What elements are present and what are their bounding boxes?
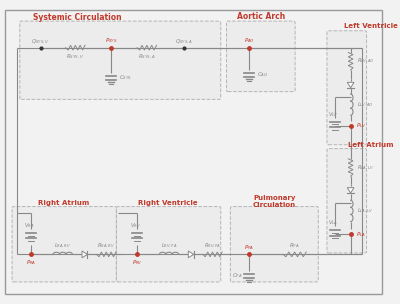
Text: $C_{PA}$: $C_{PA}$ (232, 271, 242, 280)
Text: $P_{LV}$: $P_{LV}$ (356, 122, 367, 130)
Text: Systemic Circulation: Systemic Circulation (33, 13, 122, 22)
FancyBboxPatch shape (327, 31, 366, 145)
Text: $P_{LA}$: $P_{LA}$ (356, 230, 366, 239)
FancyBboxPatch shape (12, 207, 116, 282)
Text: Right Atrium: Right Atrium (38, 200, 89, 206)
Text: Left Atrium: Left Atrium (348, 142, 394, 148)
Text: $Q_{SYS,A}$: $Q_{SYS,A}$ (174, 38, 192, 46)
Text: $L_{LA,LV}$: $L_{LA,LV}$ (358, 207, 374, 215)
Text: $C_{SYS}$: $C_{SYS}$ (119, 73, 132, 82)
Text: $R_{SYS,A}$: $R_{SYS,A}$ (138, 53, 156, 61)
Polygon shape (82, 251, 88, 258)
Text: $V_{RA}$: $V_{RA}$ (24, 221, 34, 230)
Text: $P_{RV}$: $P_{RV}$ (132, 258, 142, 267)
Text: Pulmonary
Circulation: Pulmonary Circulation (253, 195, 296, 208)
Text: $L_{RV,PA}$: $L_{RV,PA}$ (161, 242, 177, 250)
FancyBboxPatch shape (230, 207, 318, 282)
Text: $V_{LV}$: $V_{LV}$ (328, 110, 338, 119)
Text: $R_{PA}$: $R_{PA}$ (289, 241, 300, 250)
Text: $R_{RA,RV}$: $R_{RA,RV}$ (97, 242, 115, 250)
FancyBboxPatch shape (116, 207, 221, 282)
Text: $R_{SYS,V}$: $R_{SYS,V}$ (66, 53, 84, 61)
Polygon shape (347, 188, 354, 193)
Text: $L_{RA,RV}$: $L_{RA,RV}$ (54, 242, 71, 250)
Text: $V_{LA}$: $V_{LA}$ (328, 218, 338, 227)
Text: $C_{AO}$: $C_{AO}$ (257, 70, 268, 79)
Polygon shape (188, 251, 194, 258)
Text: $P_{PA}$: $P_{PA}$ (244, 243, 254, 252)
Text: $R_{LV,AO}$: $R_{LV,AO}$ (358, 57, 375, 65)
FancyBboxPatch shape (327, 149, 366, 253)
FancyBboxPatch shape (20, 21, 221, 99)
Text: $R_{RV,PA}$: $R_{RV,PA}$ (204, 242, 221, 250)
Text: Left Ventricle: Left Ventricle (344, 23, 398, 29)
Text: $P_{SYS}$: $P_{SYS}$ (105, 36, 117, 45)
Text: $V_{RV}$: $V_{RV}$ (130, 221, 141, 230)
Text: $P_{RA}$: $P_{RA}$ (26, 258, 36, 267)
FancyBboxPatch shape (5, 10, 382, 294)
Polygon shape (347, 82, 354, 88)
Text: Aortic Arch: Aortic Arch (237, 12, 285, 21)
Text: $L_{LV,AO}$: $L_{LV,AO}$ (358, 101, 374, 109)
Text: $Q_{SYS,V}$: $Q_{SYS,V}$ (31, 38, 50, 46)
Text: $P_{AO}$: $P_{AO}$ (244, 36, 255, 45)
Text: $R_{LA,LV}$: $R_{LA,LV}$ (358, 163, 374, 171)
FancyBboxPatch shape (226, 21, 295, 92)
Text: Right Ventricle: Right Ventricle (138, 200, 198, 206)
